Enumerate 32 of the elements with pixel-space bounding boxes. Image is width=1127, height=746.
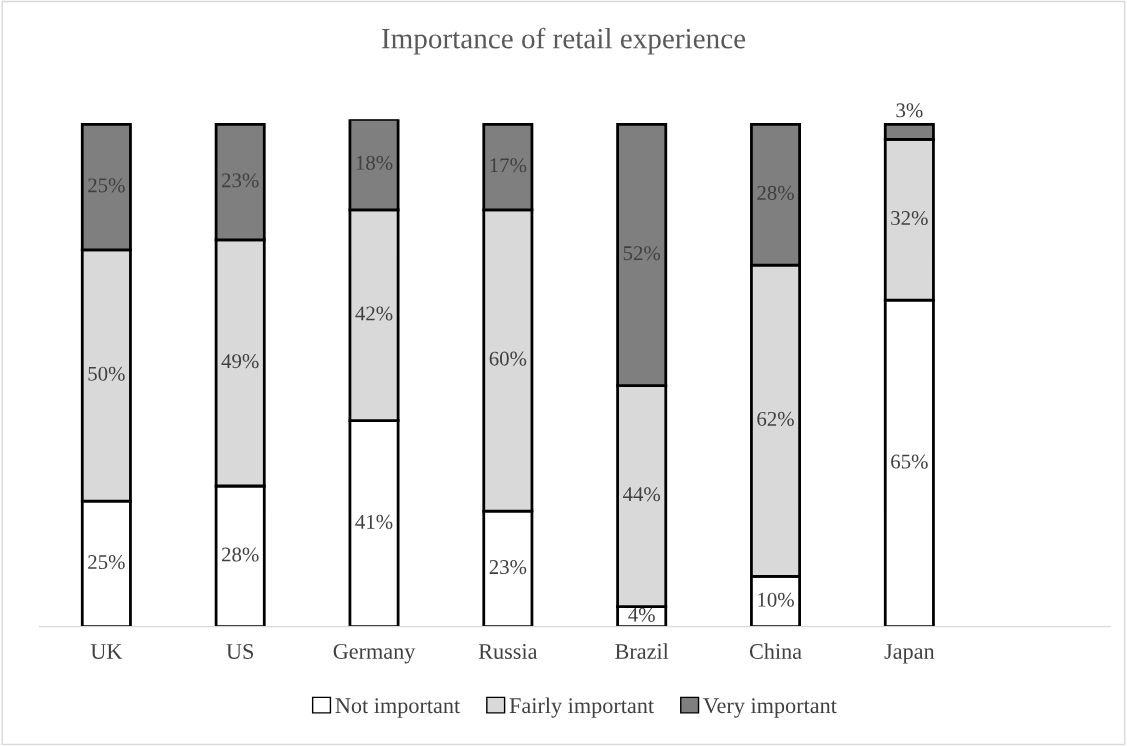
data-label: 23% — [489, 560, 527, 575]
data-label: 25% — [88, 555, 125, 570]
data-label: 28% — [757, 185, 794, 200]
legend-label: Not important — [335, 698, 461, 718]
data-label: 49% — [221, 354, 259, 369]
x-tick-label: US — [226, 644, 254, 659]
x-tick-label: Japan — [884, 644, 935, 664]
x-tick-label: Brazil — [615, 643, 669, 659]
x-tick-label: China — [749, 643, 802, 659]
data-label: 4% — [628, 607, 655, 622]
chart-title: Importance of retail experience — [381, 27, 746, 55]
data-label: 50% — [88, 366, 125, 381]
data-label: 41% — [355, 514, 393, 529]
legend-label: Fairly important — [509, 697, 654, 718]
data-label: 62% — [757, 411, 794, 426]
x-tick-label: Germany — [333, 643, 416, 664]
data-label: 32% — [891, 210, 928, 226]
data-label: 17% — [490, 158, 527, 173]
data-label: 18% — [356, 155, 393, 170]
data-label: 10% — [758, 592, 794, 607]
data-label: 52% — [623, 246, 661, 261]
data-label: 28% — [222, 547, 259, 562]
data-label: 60% — [489, 351, 527, 366]
data-label: 25% — [88, 178, 125, 193]
data-label: 3% — [896, 103, 923, 118]
legend-label: Very important — [703, 698, 837, 718]
data-label: 23% — [222, 173, 259, 188]
data-label: 44% — [623, 487, 661, 502]
data-label: 42% — [355, 306, 393, 321]
x-tick-label: UK — [90, 644, 123, 659]
data-label: 65% — [891, 454, 928, 469]
x-tick-label: Russia — [478, 644, 538, 659]
